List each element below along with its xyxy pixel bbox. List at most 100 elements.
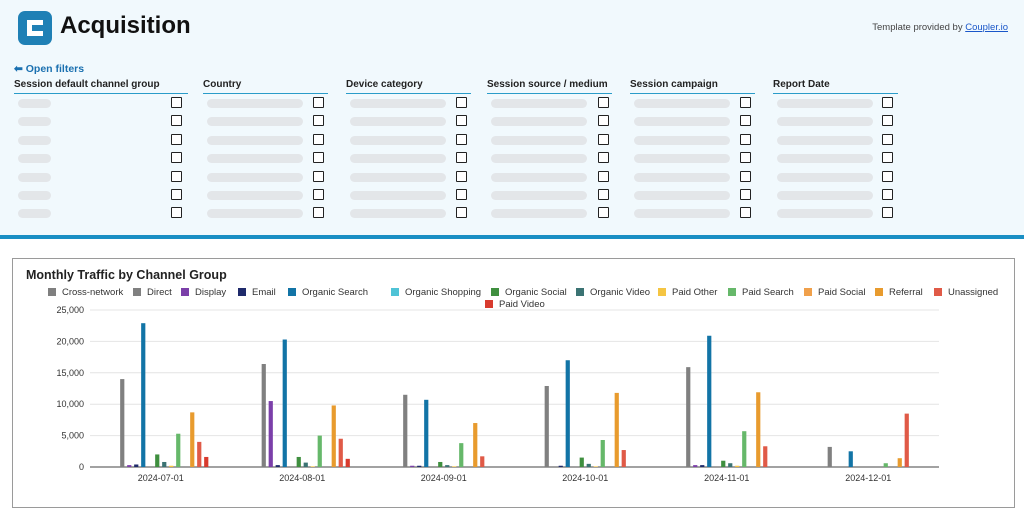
filter-checkbox[interactable] [882, 133, 893, 145]
filter-checkbox[interactable] [598, 97, 609, 108]
filter-checkbox[interactable] [740, 152, 751, 164]
filter-option-row[interactable] [203, 149, 328, 167]
legend-item[interactable]: Organic Search [288, 287, 368, 298]
filter-option-row[interactable] [487, 131, 612, 149]
filter-option-row[interactable] [630, 168, 755, 186]
filter-option-row[interactable] [487, 112, 612, 130]
filter-option-row[interactable] [203, 204, 328, 222]
filter-checkbox[interactable] [313, 115, 324, 127]
legend-item[interactable]: Direct [133, 287, 172, 298]
filter-option-row[interactable] [487, 94, 612, 112]
filter-checkbox[interactable] [882, 188, 893, 200]
filter-option-row[interactable] [773, 94, 898, 112]
legend-item[interactable]: Paid Search [728, 287, 794, 298]
filter-option-row[interactable] [14, 131, 188, 149]
filter-checkbox[interactable] [313, 207, 324, 219]
filter-option-row[interactable] [346, 186, 471, 204]
filter-checkbox[interactable] [171, 188, 182, 200]
filter-option-row[interactable] [346, 168, 471, 186]
filter-checkbox[interactable] [456, 97, 467, 108]
filter-checkbox[interactable] [313, 188, 324, 200]
filter-checkbox[interactable] [171, 170, 182, 182]
filter-checkbox[interactable] [456, 188, 467, 200]
filter-option-row[interactable] [14, 204, 188, 222]
filter-checkbox[interactable] [740, 97, 751, 108]
filter-checkbox[interactable] [313, 97, 324, 108]
filter-checkbox[interactable] [456, 152, 467, 164]
legend-item[interactable]: Organic Social [491, 287, 567, 298]
legend-item[interactable]: Paid Video [485, 299, 545, 310]
filter-option-row[interactable] [773, 112, 898, 130]
filter-option-row[interactable] [773, 186, 898, 204]
filter-option-row[interactable] [487, 168, 612, 186]
filter-option-row[interactable] [630, 204, 755, 222]
filter-checkbox[interactable] [740, 207, 751, 219]
filter-checkbox[interactable] [313, 133, 324, 145]
filter-option-row[interactable] [487, 186, 612, 204]
filter-option-row[interactable] [14, 186, 188, 204]
filter-checkbox[interactable] [740, 170, 751, 182]
filter-option-row[interactable] [773, 131, 898, 149]
filter-option-row[interactable] [630, 94, 755, 112]
filter-checkbox[interactable] [882, 115, 893, 127]
legend-item[interactable]: Referral [875, 287, 923, 298]
filter-option-row[interactable] [346, 94, 471, 112]
filter-option-row[interactable] [346, 149, 471, 167]
filter-checkbox[interactable] [740, 133, 751, 145]
filter-option-row[interactable] [14, 149, 188, 167]
filter-checkbox[interactable] [882, 97, 893, 108]
filter-checkbox[interactable] [598, 152, 609, 164]
filter-option-row[interactable] [487, 149, 612, 167]
coupler-link[interactable]: Coupler.io [965, 22, 1008, 33]
filter-option-row[interactable] [630, 131, 755, 149]
legend-item[interactable]: Email [238, 287, 276, 298]
filter-option-row[interactable] [346, 112, 471, 130]
filter-option-row[interactable] [773, 149, 898, 167]
filter-checkbox[interactable] [171, 152, 182, 164]
legend-item[interactable]: Display [181, 287, 226, 298]
filter-checkbox[interactable] [882, 207, 893, 219]
filter-checkbox[interactable] [882, 170, 893, 182]
filter-option-row[interactable] [14, 112, 188, 130]
filter-checkbox[interactable] [456, 170, 467, 182]
filter-option-row[interactable] [203, 112, 328, 130]
legend-item[interactable]: Cross-network [48, 287, 123, 298]
filter-checkbox[interactable] [171, 133, 182, 145]
filter-checkbox[interactable] [456, 115, 467, 127]
filter-option-row[interactable] [773, 204, 898, 222]
filter-option-row[interactable] [203, 168, 328, 186]
filter-checkbox[interactable] [882, 152, 893, 164]
filter-checkbox[interactable] [740, 115, 751, 127]
filter-checkbox[interactable] [456, 207, 467, 219]
legend-item[interactable]: Paid Social [804, 287, 866, 298]
filter-checkbox[interactable] [598, 133, 609, 145]
filter-checkbox[interactable] [598, 188, 609, 200]
filter-checkbox[interactable] [313, 170, 324, 182]
legend-item[interactable]: Unassigned [934, 287, 998, 298]
filter-checkbox[interactable] [313, 152, 324, 164]
filter-checkbox[interactable] [456, 133, 467, 145]
legend-item[interactable]: Organic Video [576, 287, 650, 298]
legend-item[interactable]: Paid Other [658, 287, 717, 298]
filter-checkbox[interactable] [740, 188, 751, 200]
open-filters-button[interactable]: ⬅ Open filters [14, 63, 84, 75]
filter-option-row[interactable] [14, 168, 188, 186]
filter-checkbox[interactable] [598, 207, 609, 219]
filter-option-row[interactable] [346, 204, 471, 222]
filter-option-row[interactable] [203, 131, 328, 149]
filter-checkbox[interactable] [171, 207, 182, 219]
filter-checkbox[interactable] [598, 170, 609, 182]
filter-option-row[interactable] [14, 94, 188, 112]
filter-option-row[interactable] [487, 204, 612, 222]
filter-option-row[interactable] [203, 94, 328, 112]
filter-checkbox[interactable] [171, 97, 182, 108]
filter-option-row[interactable] [630, 186, 755, 204]
filter-option-row[interactable] [773, 168, 898, 186]
filter-option-row[interactable] [346, 131, 471, 149]
filter-option-row[interactable] [630, 112, 755, 130]
filter-checkbox[interactable] [598, 115, 609, 127]
legend-item[interactable]: Organic Shopping [391, 287, 481, 298]
filter-option-row[interactable] [203, 186, 328, 204]
filter-option-row[interactable] [630, 149, 755, 167]
filter-checkbox[interactable] [171, 115, 182, 127]
